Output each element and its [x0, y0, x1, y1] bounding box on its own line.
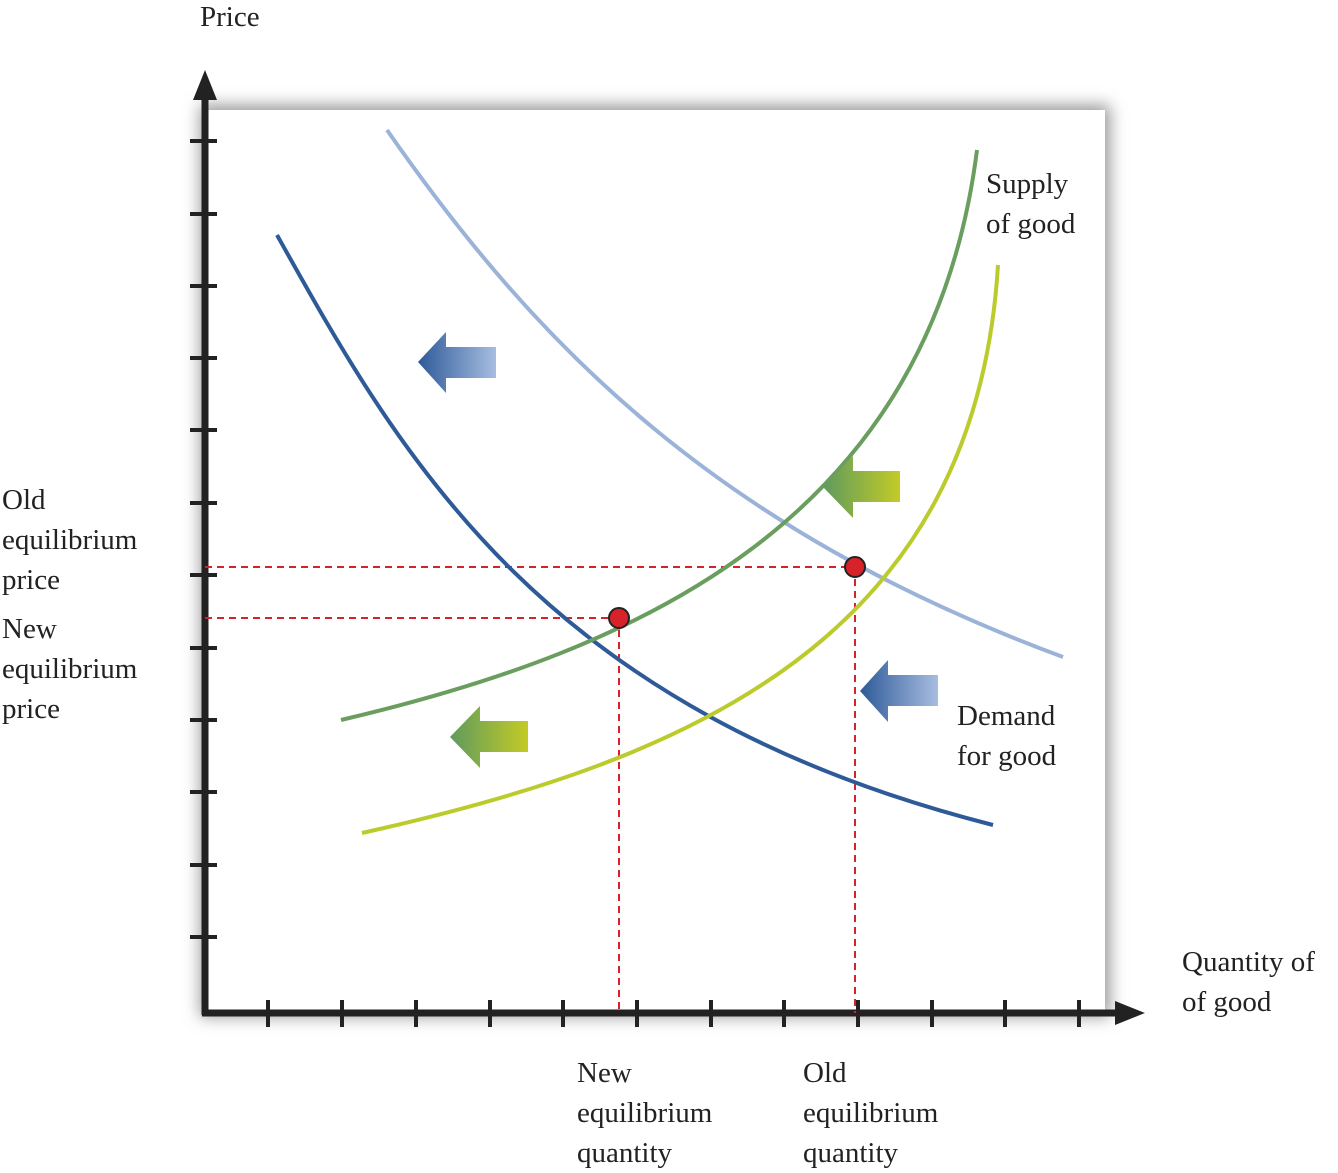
- new-price-label: New equilibrium price: [2, 609, 137, 729]
- plot-area: [205, 110, 1105, 1013]
- demand-shift-arrow-icon: [860, 660, 938, 722]
- new-quantity-label: New equilibrium quantity: [577, 1053, 712, 1173]
- label-line: equilibrium: [2, 524, 138, 556]
- supply-shift-arrow-icon: [823, 456, 900, 518]
- y-axis-label: Price: [200, 1, 260, 33]
- label-line: Old: [803, 1057, 847, 1089]
- old-equilibrium-point: [844, 556, 866, 578]
- label-line: quantity: [577, 1137, 673, 1169]
- label-line: Demand: [957, 700, 1056, 732]
- label-line: equilibrium: [577, 1097, 713, 1129]
- label-line: quantity: [803, 1137, 899, 1169]
- label-line: price: [2, 564, 60, 596]
- label-line: New: [577, 1057, 632, 1089]
- equilibrium-guides: [205, 566, 856, 1013]
- new-equilibrium-point: [608, 607, 630, 629]
- label-line: Old: [2, 484, 46, 516]
- x-axis-arrow-icon: [1115, 1001, 1145, 1025]
- label-line: equilibrium: [803, 1097, 939, 1129]
- label-line: equilibrium: [2, 653, 138, 685]
- label-line: price: [2, 693, 60, 725]
- demand-curve-label: Demand for good: [957, 696, 1056, 776]
- label-line: Supply: [986, 168, 1069, 200]
- old-price-label: Old equilibrium price: [2, 480, 137, 600]
- supply-shift-arrow-icon: [450, 706, 528, 768]
- old-supply-curve: [361, 264, 1000, 835]
- label-line: for good: [957, 740, 1057, 772]
- new-supply-curve: [340, 149, 979, 722]
- demand-shift-arrow-icon: [418, 332, 496, 393]
- supply-curve-label: Supply of good: [986, 164, 1075, 244]
- label-line: of good: [986, 208, 1076, 240]
- new-demand-curve: [275, 234, 994, 827]
- label-line: New: [2, 613, 57, 645]
- old-demand-curve: [385, 128, 1064, 659]
- old-quantity-label: Old equilibrium quantity: [803, 1053, 938, 1173]
- y-axis-arrow-icon: [193, 70, 217, 100]
- x-axis-label-line2: of good: [1182, 986, 1272, 1018]
- x-axis-label-line1: Quantity of: [1182, 946, 1315, 978]
